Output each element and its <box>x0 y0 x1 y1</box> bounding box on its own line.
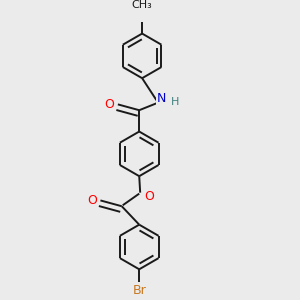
Text: O: O <box>87 194 97 207</box>
Text: CH₃: CH₃ <box>132 0 152 11</box>
Text: O: O <box>104 98 114 111</box>
Text: N: N <box>157 92 166 105</box>
Text: O: O <box>144 190 154 203</box>
Text: H: H <box>171 97 180 107</box>
Text: Br: Br <box>132 284 146 297</box>
